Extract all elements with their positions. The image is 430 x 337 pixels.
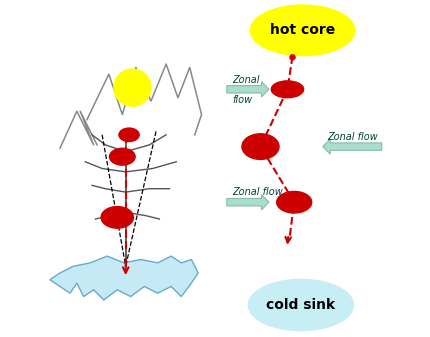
Circle shape xyxy=(114,69,151,106)
FancyArrow shape xyxy=(323,139,382,154)
Polygon shape xyxy=(50,256,198,300)
Ellipse shape xyxy=(271,81,304,98)
Text: Zonal flow: Zonal flow xyxy=(232,187,283,197)
Ellipse shape xyxy=(249,280,353,330)
Ellipse shape xyxy=(119,128,139,142)
Ellipse shape xyxy=(101,207,133,228)
Ellipse shape xyxy=(250,5,355,56)
FancyArrow shape xyxy=(227,82,269,97)
Text: Zonal: Zonal xyxy=(232,75,259,85)
Ellipse shape xyxy=(110,148,135,165)
Text: Zonal flow: Zonal flow xyxy=(328,132,378,142)
Text: flow: flow xyxy=(232,95,252,105)
Ellipse shape xyxy=(242,134,279,159)
Text: hot core: hot core xyxy=(270,23,335,37)
Text: cold sink: cold sink xyxy=(266,298,335,312)
Ellipse shape xyxy=(276,191,312,213)
FancyArrow shape xyxy=(227,194,269,210)
Ellipse shape xyxy=(290,55,295,60)
